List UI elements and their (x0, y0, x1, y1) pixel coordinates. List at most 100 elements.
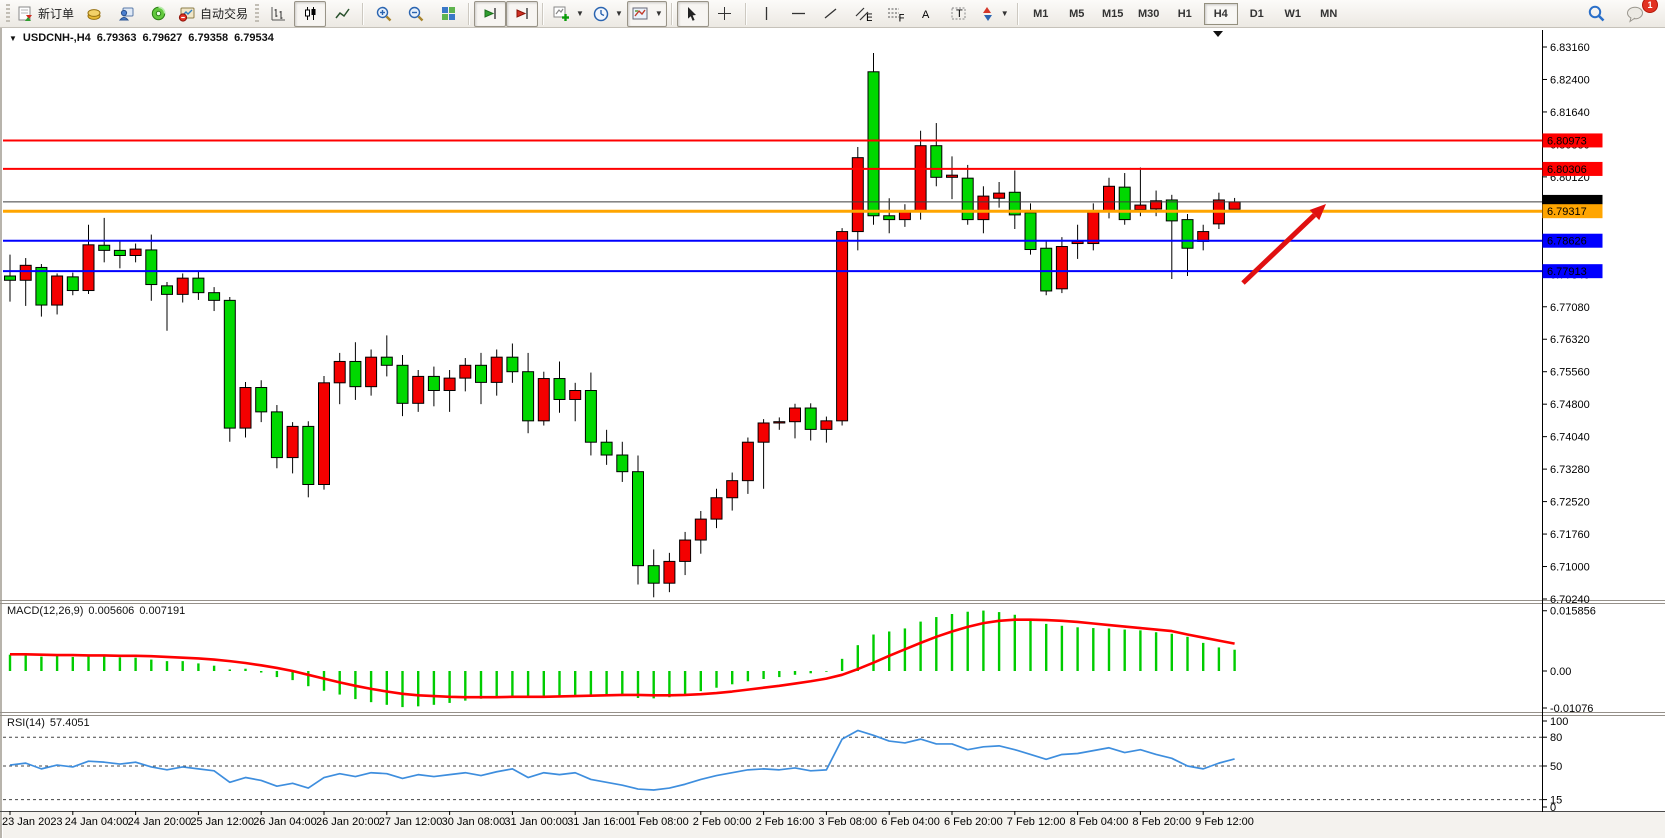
bar-chart-icon (271, 7, 285, 21)
chart-shift-button[interactable] (506, 0, 539, 27)
level-lines (3, 139, 1542, 273)
vertical-line-icon (766, 7, 768, 20)
candlestick-chart-button[interactable] (294, 0, 327, 27)
price-tick-label: 6.81640 (1550, 107, 1590, 119)
price-tick-label: 6.74800 (1550, 399, 1590, 411)
period-button[interactable]: ▼ (588, 1, 627, 27)
price-tick-label: 6.75560 (1550, 367, 1590, 379)
arrows-tool-button[interactable]: ▼ (975, 1, 1013, 27)
toolbar-separator (670, 2, 673, 25)
time-axis: 23 Jan 2023 24 Jan 04:00 24 Jan 20:00 25 Ja… (2, 811, 1254, 828)
text-label-icon: T (951, 7, 966, 20)
cursor-tool-button[interactable] (676, 0, 709, 27)
auto-scroll-icon (484, 8, 496, 19)
price-tick-label: 6.73280 (1550, 464, 1590, 476)
time-tick-label: 8 Feb 04:00 (1070, 816, 1129, 828)
toolbar-right-tools: 1 (1580, 0, 1662, 27)
time-tick-label: 6 Feb 04:00 (881, 816, 940, 828)
timeframe-button-M30[interactable]: M30 (1138, 7, 1160, 20)
macd-main-value: 0.005606 (88, 605, 135, 617)
dropdown-caret-icon: ▼ (1000, 9, 1009, 18)
new-order-button[interactable]: 新订单 (13, 1, 78, 27)
time-tick-label: 26 Jan 04:00 (253, 816, 317, 828)
arrows-icon (982, 7, 992, 21)
zoom-out-icon (408, 6, 424, 21)
timeframe-button-M5[interactable]: M5 (1069, 7, 1085, 20)
chat-bubble-icon (1627, 6, 1643, 23)
zoom-out-button[interactable] (400, 1, 432, 27)
close-value: 6.79534 (234, 32, 274, 44)
rsi-tick-label: 50 (1550, 761, 1562, 773)
time-tick-label: 2 Feb 16:00 (756, 816, 815, 828)
tile-windows-button[interactable] (432, 1, 464, 27)
chart-shift-icon (516, 8, 528, 19)
market-watch-button[interactable] (78, 1, 110, 27)
rsi-indicator-label: RSI(14) 57.4051 (7, 717, 90, 729)
toolbar-separator (744, 2, 747, 25)
collapse-triangle-icon[interactable]: ▼ (9, 33, 17, 43)
time-tick-label: 23 Jan 2023 (2, 816, 63, 828)
tile-windows-icon (441, 7, 455, 20)
text-label-tool-button[interactable]: T (943, 1, 975, 27)
price-tag (1542, 264, 1603, 279)
time-tick-label: 9 Feb 12:00 (1195, 816, 1254, 828)
market-watch-icon (87, 9, 101, 20)
toolbar-separator (1016, 2, 1019, 25)
meta-editor-button[interactable] (110, 1, 142, 27)
navigator-button[interactable] (142, 1, 174, 27)
autotrading-icon (178, 7, 195, 22)
zoom-in-icon (376, 6, 392, 21)
time-tick-label: 2 Feb 00:00 (693, 816, 752, 828)
time-tick-label: 27 Jan 12:00 (379, 816, 443, 828)
toolbar-grip[interactable] (255, 3, 260, 24)
toolbar-separator (542, 2, 545, 25)
equidistant-channel-tool-button[interactable]: E (847, 1, 879, 27)
time-tick-label: 26 Jan 20:00 (316, 816, 380, 828)
timeframe-button-MN[interactable]: MN (1320, 7, 1338, 20)
zoom-in-button[interactable] (368, 1, 400, 27)
dropdown-caret-icon: ▼ (576, 9, 584, 18)
chart-shift-marker (1213, 31, 1223, 37)
timeframe-button-W1[interactable]: W1 (1284, 7, 1301, 20)
macd-tick-label: 0.00 (1550, 666, 1571, 678)
open-value: 6.79363 (96, 32, 137, 44)
price-tick-label: 6.71000 (1550, 562, 1590, 574)
timeframe-button-H1[interactable]: H1 (1177, 7, 1192, 20)
autotrading-button[interactable]: 自动交易 (174, 1, 252, 27)
vertical-line-tool-button[interactable] (751, 1, 783, 27)
search-button[interactable] (1580, 1, 1612, 27)
high-value: 6.79627 (142, 32, 183, 44)
text-tool-button[interactable]: A (911, 1, 943, 27)
timeframe-button-H4[interactable]: H4 (1203, 2, 1238, 25)
symbol-period-label: USDCNH-,H4 (22, 32, 91, 44)
price-tag (1542, 133, 1603, 148)
timeframe-button-M1[interactable]: M1 (1033, 7, 1049, 20)
rsi-tick-label: 15 (1550, 795, 1562, 807)
timeframe-button-D1[interactable]: D1 (1249, 7, 1264, 20)
line-chart-button[interactable] (326, 1, 358, 27)
autotrading-label: 自动交易 (200, 7, 249, 21)
bar-chart-button[interactable] (262, 1, 294, 27)
rsi-tick-label: 80 (1550, 732, 1562, 744)
horizontal-line-tool-button[interactable] (783, 1, 815, 27)
rsi-tick-label: 0 (1550, 802, 1556, 814)
trendline-tool-button[interactable] (815, 1, 847, 27)
price-tag-label: 6.79317 (1547, 206, 1587, 218)
cursor-icon (688, 7, 697, 21)
add-indicator-button[interactable]: ▼ (548, 1, 588, 27)
auto-scroll-button[interactable] (474, 0, 507, 27)
chart-canvas[interactable]: 6.831606.824006.816406.808806.801206.793… (0, 28, 1665, 838)
crosshair-tool-button[interactable] (709, 1, 741, 27)
timeframe-button-M15[interactable]: M15 (1102, 7, 1124, 20)
template-button[interactable]: ▼ (626, 0, 667, 27)
notifications-button[interactable]: 1 (1620, 0, 1658, 27)
horizontal-line-icon (792, 12, 806, 15)
fibonacci-tool-button[interactable]: F (879, 1, 911, 27)
chart-window[interactable]: 6.831606.824006.816406.808806.801206.793… (0, 28, 1665, 838)
toolbar-grip[interactable] (6, 3, 10, 24)
crosshair-icon (718, 7, 732, 20)
fibonacci-icon: F (887, 8, 904, 22)
dropdown-caret-icon: ▼ (614, 9, 623, 18)
price-tag-label: 6.77913 (1547, 266, 1587, 278)
